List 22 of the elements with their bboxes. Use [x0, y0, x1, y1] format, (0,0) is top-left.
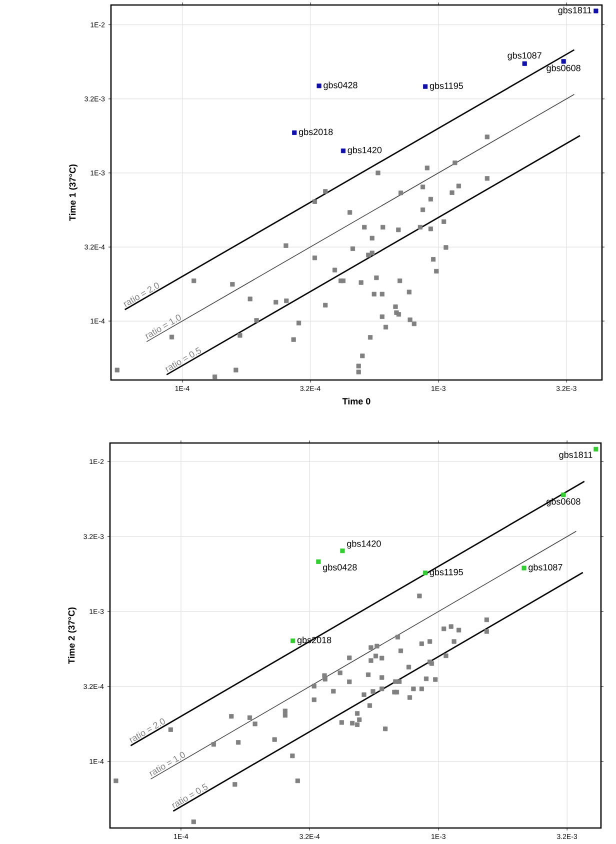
annotation: gbs1195 [430, 82, 464, 91]
text: ratio = 0.5 [172, 783, 208, 808]
annotation: gbs2018 [298, 128, 333, 137]
text: ratio = 0.5 [165, 347, 202, 372]
text: ratio = 2.0 [129, 718, 165, 743]
text: ratio = 2.0 [124, 282, 160, 307]
annotation: gbs0428 [324, 82, 358, 90]
annotation: gbs1087 [508, 52, 542, 60]
annotation: gbs0428 [323, 564, 357, 572]
y-axis-title: Time 1 (37°C) [69, 164, 78, 221]
y-axis-title: Time 2 (37°C) [68, 607, 76, 664]
text: ratio = 1.0 [149, 752, 185, 776]
annotation: gbs0608 [546, 498, 580, 506]
annotation: gbs1420 [348, 146, 382, 156]
annotation: gbs1420 [347, 540, 381, 549]
annotation: gbs1195 [430, 568, 463, 578]
annotation: gbs0608 [546, 64, 580, 73]
x-axis-title: Time 0 [342, 398, 370, 404]
annotation: gbs1811 [558, 6, 592, 16]
text: ratio = 1.0 [145, 314, 181, 339]
annotation: gbs1087 [528, 564, 562, 572]
annotation: gbs1811 [559, 451, 592, 460]
